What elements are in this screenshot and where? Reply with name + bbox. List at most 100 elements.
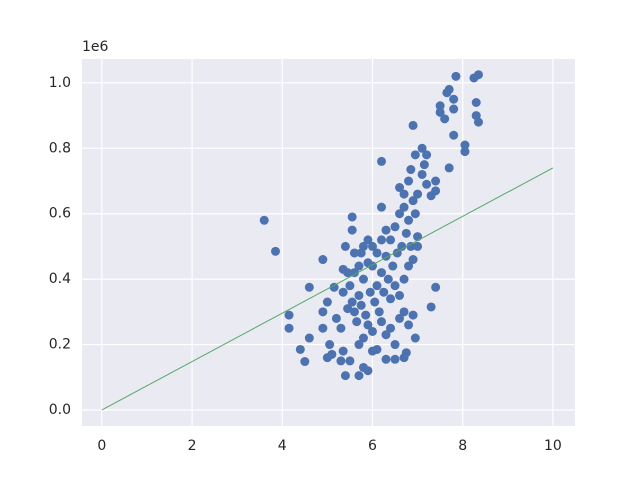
point bbox=[390, 281, 400, 291]
point bbox=[356, 300, 366, 310]
point bbox=[372, 248, 382, 258]
point bbox=[318, 323, 328, 333]
point bbox=[340, 241, 350, 251]
point bbox=[460, 140, 470, 150]
point bbox=[431, 282, 441, 292]
point bbox=[406, 241, 416, 251]
point bbox=[408, 255, 418, 265]
point bbox=[386, 235, 396, 245]
point bbox=[422, 150, 432, 160]
x-tick-label: 4 bbox=[278, 438, 287, 454]
point bbox=[451, 71, 461, 81]
point bbox=[397, 241, 407, 251]
point bbox=[404, 215, 414, 225]
point bbox=[444, 84, 454, 94]
point bbox=[336, 323, 346, 333]
point bbox=[372, 344, 382, 354]
y-tick-label: 0.6 bbox=[49, 206, 71, 222]
point bbox=[460, 147, 470, 157]
point bbox=[358, 274, 368, 284]
point bbox=[390, 354, 400, 364]
point bbox=[404, 320, 414, 330]
point bbox=[376, 317, 386, 327]
point bbox=[401, 348, 411, 358]
point bbox=[352, 317, 362, 327]
point bbox=[399, 307, 409, 317]
point bbox=[404, 176, 414, 186]
point bbox=[338, 346, 348, 356]
point bbox=[435, 107, 445, 117]
point bbox=[325, 340, 335, 350]
point bbox=[349, 268, 359, 278]
point bbox=[390, 222, 400, 232]
point bbox=[259, 215, 269, 225]
point bbox=[271, 246, 281, 256]
point bbox=[410, 209, 420, 219]
point bbox=[435, 101, 445, 111]
point bbox=[376, 268, 386, 278]
point bbox=[399, 202, 409, 212]
point bbox=[372, 281, 382, 291]
point bbox=[354, 290, 364, 300]
point bbox=[388, 261, 398, 271]
line bbox=[101, 167, 554, 411]
y-tick-label: 0.2 bbox=[49, 337, 71, 353]
point bbox=[449, 130, 459, 140]
point bbox=[284, 310, 294, 320]
point bbox=[406, 165, 416, 175]
point bbox=[408, 196, 418, 206]
point bbox=[354, 371, 364, 381]
point bbox=[426, 302, 436, 312]
point bbox=[413, 232, 423, 242]
point bbox=[354, 340, 364, 350]
point bbox=[422, 179, 432, 189]
point bbox=[401, 228, 411, 238]
point bbox=[347, 212, 357, 222]
point bbox=[376, 235, 386, 245]
point bbox=[381, 225, 391, 235]
point bbox=[338, 287, 348, 297]
point bbox=[365, 287, 375, 297]
point bbox=[386, 294, 396, 304]
point bbox=[449, 94, 459, 104]
point bbox=[354, 261, 364, 271]
point bbox=[347, 297, 357, 307]
point bbox=[473, 117, 483, 127]
point bbox=[304, 282, 314, 292]
point bbox=[349, 248, 359, 258]
point bbox=[295, 344, 305, 354]
point bbox=[413, 189, 423, 199]
point bbox=[358, 333, 368, 343]
x-tick-label: 2 bbox=[188, 438, 197, 454]
point bbox=[395, 313, 405, 323]
point bbox=[399, 274, 409, 284]
point bbox=[417, 169, 427, 179]
y-tick-label: 1.0 bbox=[49, 75, 71, 91]
point bbox=[331, 313, 341, 323]
point bbox=[473, 70, 483, 80]
x-tick-label: 8 bbox=[458, 438, 467, 454]
point bbox=[431, 176, 441, 186]
y-offset-label: 1e6 bbox=[82, 39, 109, 55]
point bbox=[413, 241, 423, 251]
point bbox=[390, 340, 400, 350]
point bbox=[408, 120, 418, 130]
point bbox=[345, 356, 355, 366]
x-tick-label: 0 bbox=[97, 438, 106, 454]
point bbox=[404, 261, 414, 271]
point bbox=[408, 310, 418, 320]
point bbox=[367, 326, 377, 336]
point bbox=[449, 104, 459, 114]
point bbox=[363, 235, 373, 245]
point bbox=[383, 274, 393, 284]
point bbox=[417, 143, 427, 153]
point bbox=[284, 323, 294, 333]
point bbox=[426, 191, 436, 201]
point bbox=[395, 183, 405, 193]
y-tick-label: 0.4 bbox=[49, 271, 71, 287]
point bbox=[386, 323, 396, 333]
point bbox=[381, 354, 391, 364]
point bbox=[363, 320, 373, 330]
point bbox=[349, 307, 359, 317]
